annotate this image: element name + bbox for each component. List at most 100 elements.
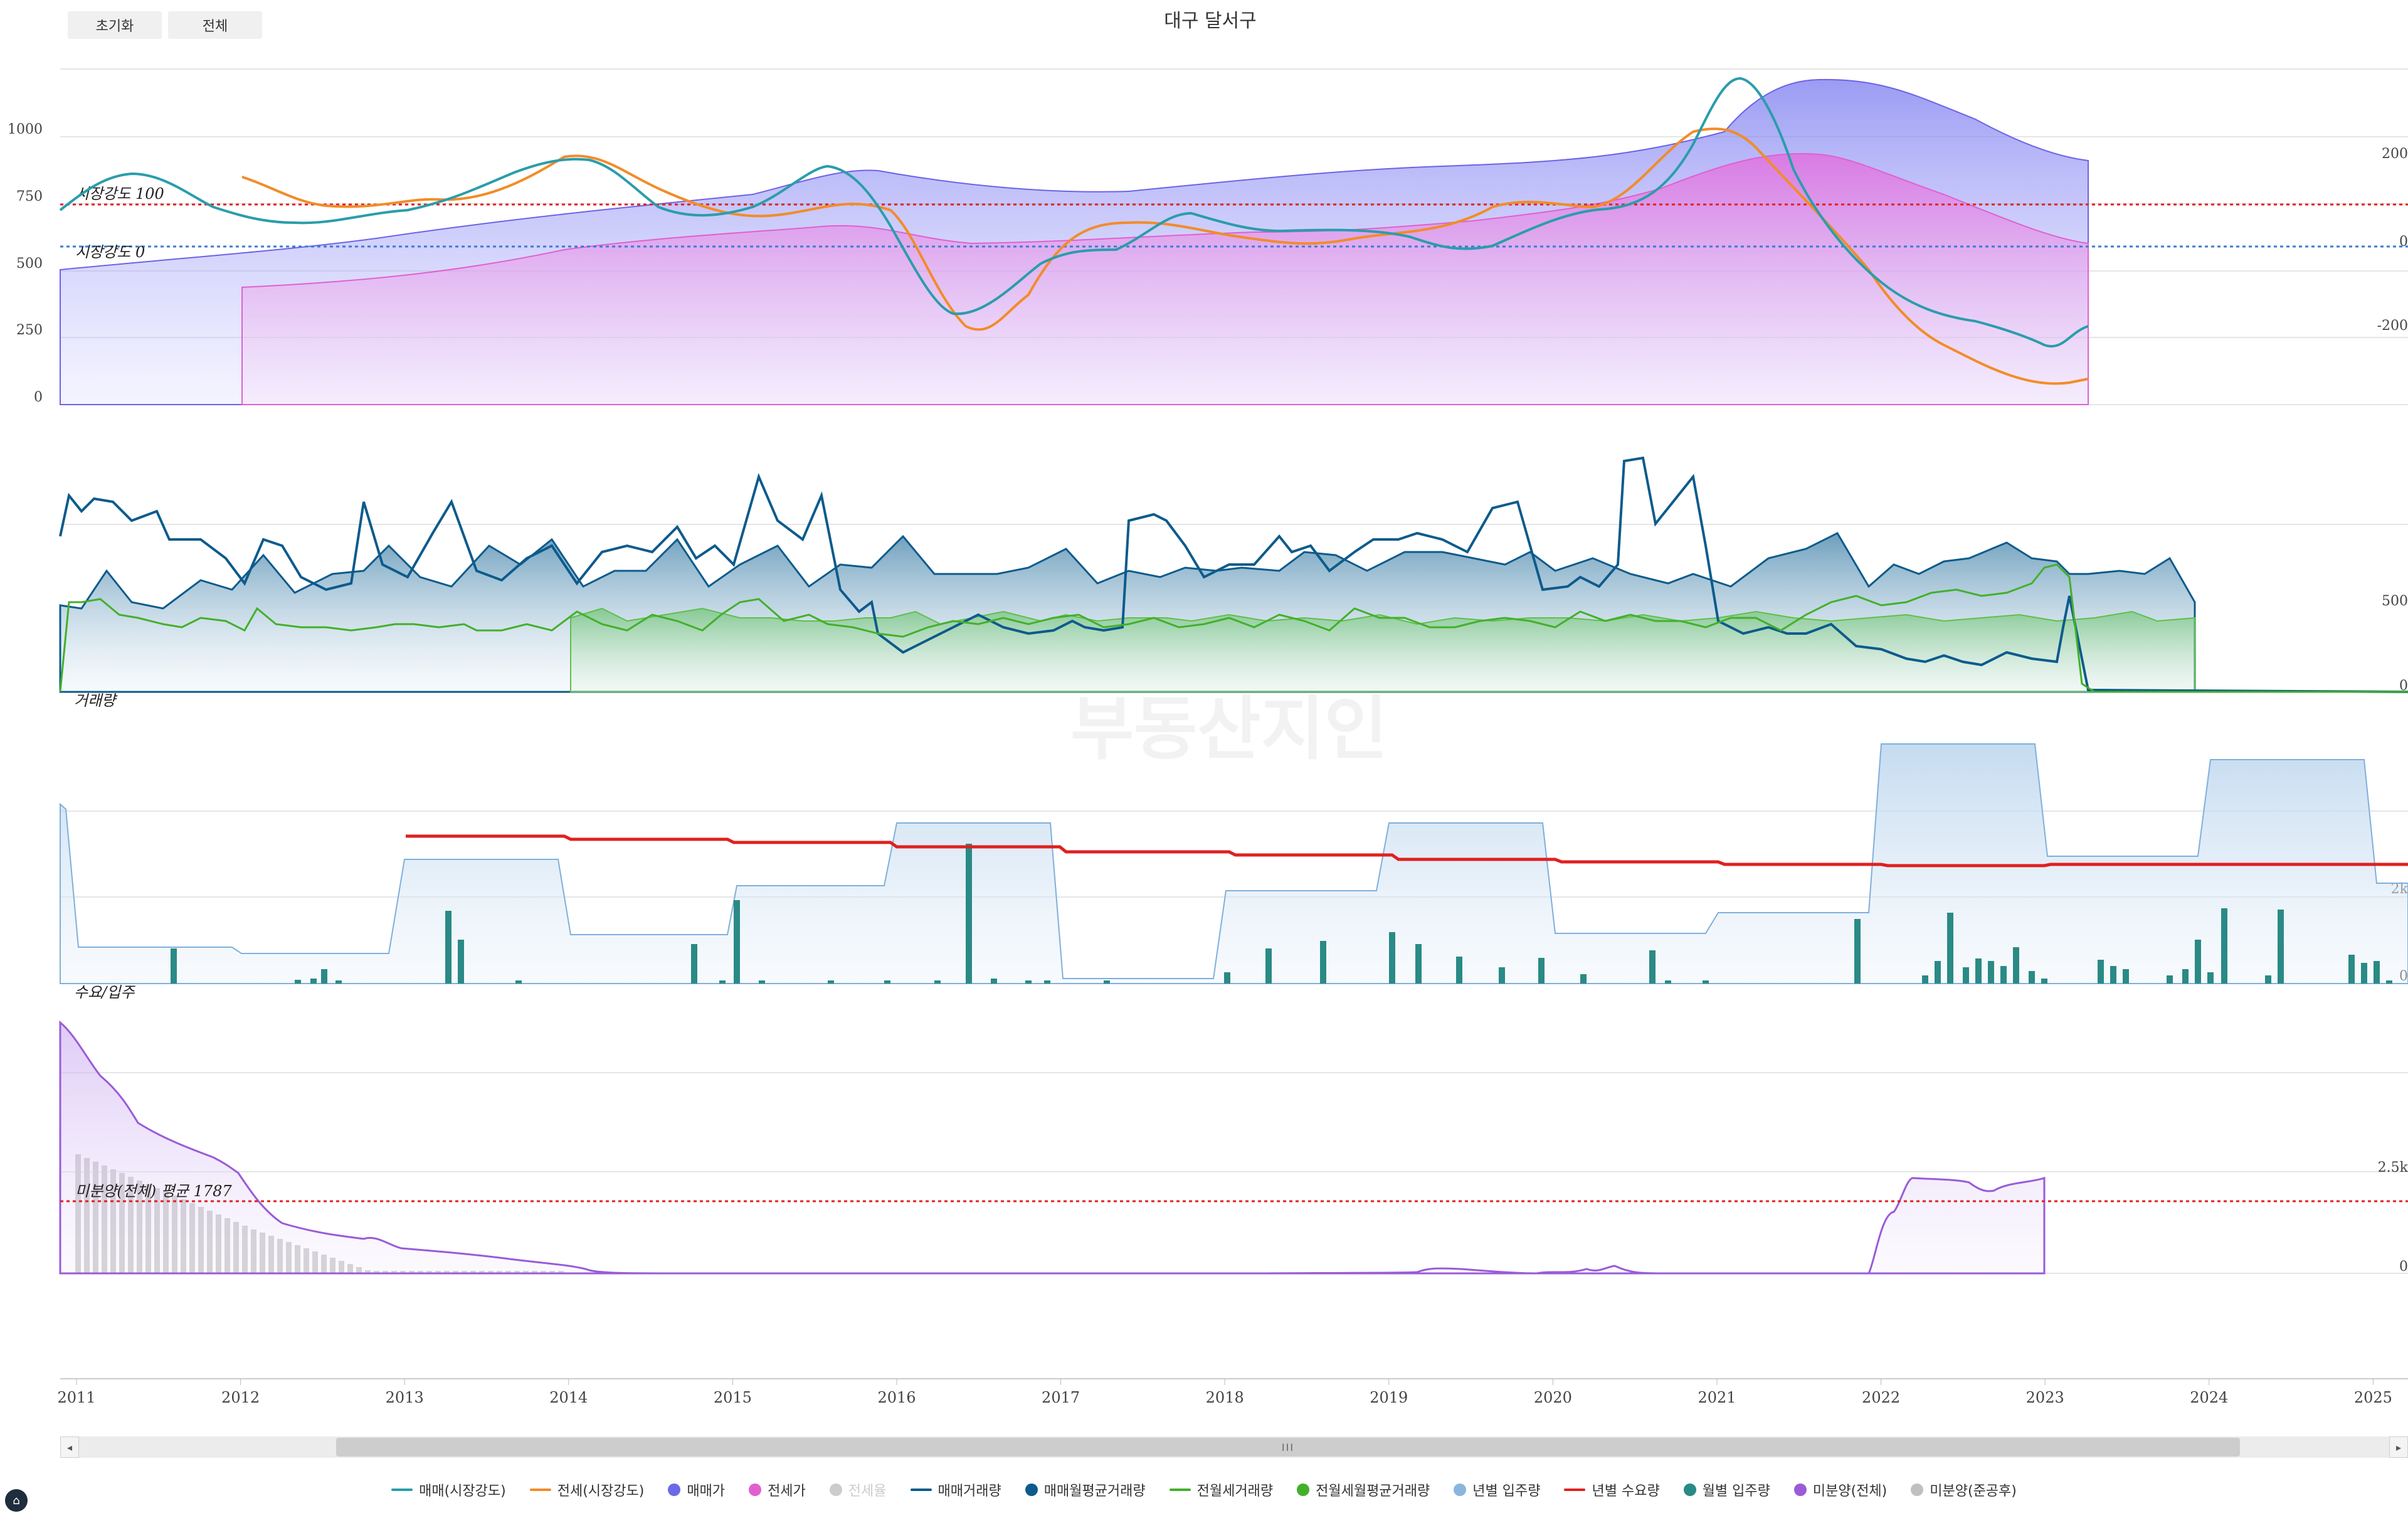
monthly-supply-bar[interactable] [2348, 955, 2355, 984]
monthly-supply-bar[interactable] [1224, 972, 1230, 984]
x-axis-label: 2019 [1370, 1389, 1408, 1406]
series-rent-monthly-avg-area[interactable] [570, 607, 2195, 693]
monthly-supply-bar[interactable] [1922, 975, 1928, 984]
monthly-supply-bar[interactable] [1580, 974, 1587, 984]
series-jeonse-strength-line[interactable] [241, 127, 2089, 385]
legend-dot-icon [1683, 1484, 1696, 1496]
monthly-supply-bar[interactable] [1854, 919, 1861, 984]
legend-item[interactable]: 전세(시장강도) [529, 1480, 644, 1500]
chart-area[interactable]: 대구 달서구 1000 750 500 250 0 200 0 -200 시장강… [0, 0, 2408, 1430]
monthly-supply-bar[interactable] [2000, 966, 2007, 984]
monthly-supply-bar[interactable] [1415, 944, 1422, 984]
monthly-supply-bar[interactable] [1265, 948, 1272, 984]
market-left-tick: 0 [34, 390, 43, 405]
x-axis-label: 2014 [549, 1389, 588, 1406]
market-right-tick: -200 [2377, 318, 2408, 334]
legend-item[interactable]: 전월세월평균거래량 [1297, 1480, 1430, 1500]
reset-button[interactable]: 초기화 [68, 11, 162, 39]
legend-item[interactable]: 전세율 [829, 1480, 887, 1500]
monthly-supply-bar[interactable] [2182, 969, 2189, 984]
monthly-supply-bar[interactable] [719, 980, 726, 984]
monthly-supply-bar[interactable] [1044, 980, 1050, 984]
monthly-supply-bar[interactable] [321, 969, 327, 984]
monthly-supply-bar[interactable] [1947, 913, 1953, 984]
monthly-supply-bar[interactable] [171, 948, 177, 984]
monthly-supply-bar[interactable] [759, 980, 765, 984]
legend-item[interactable]: 전월세거래량 [1169, 1480, 1273, 1500]
legend-item[interactable]: 매매월평균거래량 [1025, 1480, 1146, 1500]
monthly-supply-bar[interactable] [828, 980, 834, 984]
monthly-supply-bar[interactable] [2041, 979, 2047, 984]
series-yearly-supply-area[interactable] [60, 743, 2408, 984]
monthly-supply-bar[interactable] [2013, 947, 2019, 984]
monthly-supply-bar[interactable] [2221, 908, 2227, 984]
legend-item[interactable]: 전세가 [749, 1480, 806, 1500]
monthly-supply-bar[interactable] [2123, 969, 2129, 984]
legend-item[interactable]: 년별 입주량 [1454, 1480, 1540, 1500]
legend-item[interactable]: 미분양(준공후) [1911, 1480, 2017, 1500]
monthly-supply-bar[interactable] [1320, 941, 1326, 984]
monthly-supply-bar[interactable] [2207, 972, 2214, 984]
x-axis-labels: 2011 2012 2013 2014 2015 2016 2017 2018 2019 2020… [57, 1379, 2392, 1406]
monthly-supply-bar[interactable] [1988, 961, 1994, 984]
monthly-supply-bar[interactable] [2195, 940, 2201, 984]
legend-label: 전월세월평균거래량 [1316, 1484, 1430, 1499]
supply-panel-title: 수요/입주 [74, 984, 135, 1001]
monthly-supply-bar[interactable] [2029, 971, 2035, 984]
legend-item[interactable]: 년별 수요량 [1564, 1480, 1660, 1500]
monthly-supply-bar[interactable] [1963, 967, 1969, 984]
monthly-supply-bar[interactable] [2374, 961, 2380, 984]
monthly-supply-bar[interactable] [2167, 975, 2173, 984]
monthly-supply-bar[interactable] [1389, 932, 1395, 984]
series-rent-volume-line[interactable] [59, 563, 2408, 693]
timeline-scrollbar[interactable]: ◂ III ▸ [60, 1436, 2408, 1458]
monthly-supply-bar[interactable] [2361, 963, 2367, 984]
monthly-supply-bar[interactable] [335, 980, 342, 984]
series-sale-strength-line[interactable] [59, 77, 2089, 348]
monthly-supply-bar[interactable] [1665, 980, 1671, 984]
monthly-supply-bar[interactable] [1104, 980, 1110, 984]
reference-label-unsold-average: 미분양(전체) 평균 1787 [75, 1182, 232, 1200]
monthly-supply-bar[interactable] [991, 979, 997, 984]
monthly-supply-bar[interactable] [691, 944, 697, 984]
monthly-supply-bar[interactable] [295, 980, 301, 984]
monthly-supply-bar[interactable] [2278, 910, 2284, 984]
home-icon[interactable]: ⌂ [5, 1489, 28, 1512]
monthly-supply-bar[interactable] [1025, 980, 1032, 984]
series-yearly-demand-line[interactable] [406, 834, 2408, 868]
x-axis-label: 2013 [386, 1389, 424, 1406]
monthly-supply-bar[interactable] [1456, 957, 1462, 984]
monthly-supply-bar[interactable] [934, 980, 941, 984]
legend-item[interactable]: 미분양(전체) [1793, 1480, 1887, 1500]
monthly-supply-bar[interactable] [1499, 967, 1505, 984]
monthly-supply-bar[interactable] [458, 940, 464, 984]
monthly-supply-bar[interactable] [966, 844, 972, 984]
monthly-supply-bar[interactable] [2110, 966, 2116, 984]
legend-item[interactable]: 매매거래량 [910, 1480, 1001, 1500]
watermark-text: 부동산지인 [1070, 689, 1388, 769]
monthly-supply-bar[interactable] [1649, 950, 1656, 984]
monthly-supply-bar[interactable] [1538, 958, 1545, 984]
monthly-supply-bar[interactable] [1935, 961, 1941, 984]
monthly-supply-bar[interactable] [2098, 960, 2104, 984]
monthly-supply-bar[interactable] [884, 980, 890, 984]
monthly-supply-bar[interactable] [734, 900, 740, 984]
monthly-supply-bar[interactable] [2265, 975, 2271, 984]
legend-item[interactable]: 매매가 [668, 1480, 725, 1500]
scroll-thumb[interactable]: III [336, 1438, 2240, 1457]
monthly-supply-bar[interactable] [2386, 980, 2392, 984]
legend-item[interactable]: 매매(시장강도) [391, 1480, 506, 1500]
monthly-supply-bar[interactable] [445, 911, 452, 984]
scroll-right-icon[interactable]: ▸ [2389, 1436, 2408, 1458]
all-range-button[interactable]: 전체 [168, 11, 262, 39]
monthly-supply-bars [171, 844, 2392, 984]
monthly-supply-bar[interactable] [310, 979, 317, 984]
legend-item[interactable]: 월별 입주량 [1683, 1480, 1770, 1500]
series-sale-volume-line[interactable] [59, 456, 2408, 693]
monthly-supply-bar[interactable] [1975, 958, 1982, 984]
legend-label: 매매거래량 [937, 1484, 1001, 1499]
monthly-supply-bar[interactable] [1703, 980, 1709, 984]
monthly-supply-bar[interactable] [515, 980, 522, 984]
series-unsold-total-area[interactable] [59, 1020, 2046, 1275]
scroll-left-icon[interactable]: ◂ [60, 1436, 79, 1458]
